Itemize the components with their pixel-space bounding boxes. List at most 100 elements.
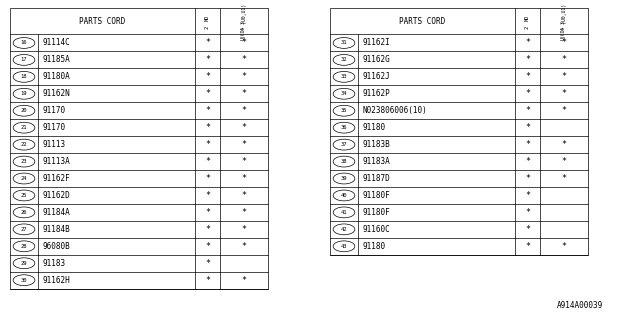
Text: 41: 41 — [340, 210, 348, 215]
Text: A914A00039: A914A00039 — [557, 301, 603, 310]
Text: 2: 2 — [205, 26, 210, 29]
Text: 91183A: 91183A — [362, 157, 390, 166]
Text: *: * — [525, 72, 530, 81]
Text: 43: 43 — [340, 244, 348, 249]
Text: *: * — [241, 55, 246, 64]
Text: 91162J: 91162J — [362, 72, 390, 81]
Text: *: * — [525, 174, 530, 183]
Text: 91184B: 91184B — [42, 225, 70, 234]
Text: *: * — [241, 140, 246, 149]
Text: 23: 23 — [20, 159, 28, 164]
Text: *: * — [561, 89, 566, 98]
Text: 22: 22 — [20, 142, 28, 147]
Text: *: * — [561, 157, 566, 166]
Text: *: * — [525, 89, 530, 98]
Text: *: * — [205, 55, 210, 64]
Text: 20: 20 — [20, 108, 28, 113]
Text: *: * — [525, 191, 530, 200]
Text: *: * — [205, 123, 210, 132]
Text: *: * — [205, 259, 210, 268]
Text: 91183B: 91183B — [362, 140, 390, 149]
Text: *: * — [205, 140, 210, 149]
Text: *: * — [241, 72, 246, 81]
Text: PARTS CORD: PARTS CORD — [399, 17, 445, 26]
Text: 4: 4 — [241, 27, 246, 30]
Text: 34: 34 — [340, 91, 348, 96]
Text: *: * — [241, 242, 246, 251]
Text: NO: NO — [525, 15, 530, 21]
Text: 42: 42 — [340, 227, 348, 232]
Text: 91185A: 91185A — [42, 55, 70, 64]
Text: *: * — [241, 106, 246, 115]
Text: *: * — [525, 106, 530, 115]
Text: *: * — [205, 174, 210, 183]
Text: 17: 17 — [20, 57, 28, 62]
Text: U(CO>: U(CO> — [241, 25, 246, 40]
Text: N023806006(10): N023806006(10) — [362, 106, 427, 115]
Text: 31: 31 — [340, 40, 348, 45]
Text: *: * — [561, 242, 566, 251]
Text: 91162I: 91162I — [362, 38, 390, 47]
Text: *: * — [525, 208, 530, 217]
Text: 29: 29 — [20, 261, 28, 266]
Text: 38: 38 — [340, 159, 348, 164]
Text: 18: 18 — [20, 74, 28, 79]
Text: *: * — [205, 38, 210, 47]
Text: 36: 36 — [340, 125, 348, 130]
Text: 32: 32 — [340, 57, 348, 62]
Text: *: * — [561, 55, 566, 64]
Text: *: * — [525, 157, 530, 166]
Text: *: * — [205, 276, 210, 285]
Text: *: * — [205, 225, 210, 234]
Text: *: * — [205, 89, 210, 98]
Text: 28: 28 — [20, 244, 28, 249]
Text: 33: 33 — [340, 74, 348, 79]
Text: 91180: 91180 — [362, 123, 385, 132]
Text: 91162H: 91162H — [42, 276, 70, 285]
Text: U(CO>: U(CO> — [561, 25, 566, 40]
Text: *: * — [205, 106, 210, 115]
Bar — [330, 8, 588, 255]
Text: 24: 24 — [20, 176, 28, 181]
Text: 30: 30 — [20, 278, 28, 283]
Text: *: * — [561, 106, 566, 115]
Text: 16: 16 — [20, 40, 28, 45]
Text: 3: 3 — [241, 21, 246, 24]
Text: (U0,U1): (U0,U1) — [241, 3, 246, 23]
Text: *: * — [241, 123, 246, 132]
Text: 91162G: 91162G — [362, 55, 390, 64]
Text: 2: 2 — [525, 26, 530, 29]
Text: 91113: 91113 — [42, 140, 65, 149]
Text: 91114C: 91114C — [42, 38, 70, 47]
Text: 27: 27 — [20, 227, 28, 232]
Text: 35: 35 — [340, 108, 348, 113]
Text: 91170: 91170 — [42, 106, 65, 115]
Text: *: * — [241, 191, 246, 200]
Text: 39: 39 — [340, 176, 348, 181]
Text: 91113A: 91113A — [42, 157, 70, 166]
Text: *: * — [241, 89, 246, 98]
Text: *: * — [241, 208, 246, 217]
Text: 91160C: 91160C — [362, 225, 390, 234]
Text: *: * — [561, 174, 566, 183]
Text: 3: 3 — [561, 21, 566, 24]
Text: 91162D: 91162D — [42, 191, 70, 200]
Text: *: * — [241, 157, 246, 166]
Text: 19: 19 — [20, 91, 28, 96]
Text: 91183: 91183 — [42, 259, 65, 268]
Text: 91187D: 91187D — [362, 174, 390, 183]
Text: *: * — [241, 174, 246, 183]
Text: 91180A: 91180A — [42, 72, 70, 81]
Text: *: * — [241, 276, 246, 285]
Text: 21: 21 — [20, 125, 28, 130]
Text: 91184A: 91184A — [42, 208, 70, 217]
Text: *: * — [205, 72, 210, 81]
Text: *: * — [525, 38, 530, 47]
Text: *: * — [241, 225, 246, 234]
Text: *: * — [205, 157, 210, 166]
Text: 91180F: 91180F — [362, 191, 390, 200]
Text: *: * — [525, 55, 530, 64]
Text: *: * — [525, 123, 530, 132]
Text: 91180: 91180 — [362, 242, 385, 251]
Text: *: * — [525, 225, 530, 234]
